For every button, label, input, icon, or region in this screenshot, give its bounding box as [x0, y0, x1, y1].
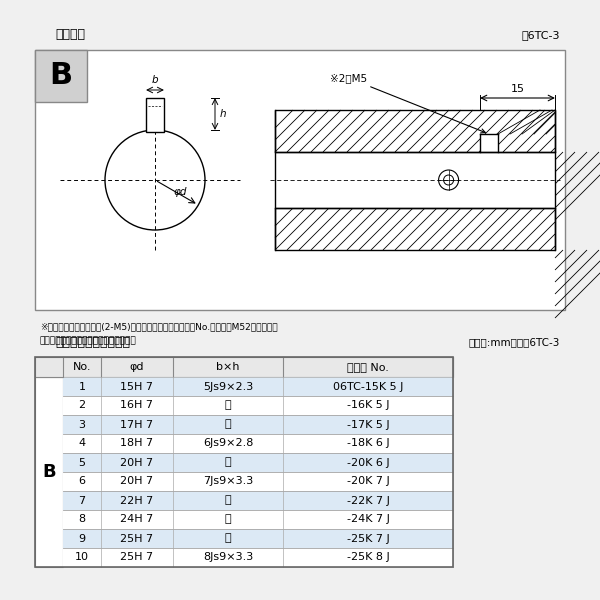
Text: 5Js9×2.3: 5Js9×2.3 [203, 382, 253, 391]
Bar [35, 50, 87, 102]
Text: 3: 3 [79, 419, 86, 430]
Bar [63, 510, 453, 529]
Bar [35, 357, 453, 567]
Text: 22H 7: 22H 7 [121, 496, 154, 505]
Text: 10: 10 [75, 553, 89, 563]
Text: φd: φd [130, 362, 144, 372]
Bar [275, 152, 555, 208]
Bar [480, 134, 498, 152]
Text: 1: 1 [79, 382, 86, 391]
Text: -16K 5 J: -16K 5 J [347, 401, 389, 410]
Bar [63, 434, 453, 453]
Text: 8Js9×3.3: 8Js9×3.3 [203, 553, 253, 563]
Bar [63, 548, 453, 567]
Text: b: b [152, 75, 158, 85]
Text: h: h [220, 109, 227, 119]
Bar [63, 529, 453, 548]
Text: B: B [42, 463, 56, 481]
Bar [63, 396, 453, 415]
Text: 〃: 〃 [224, 514, 232, 524]
Text: 25H 7: 25H 7 [121, 553, 154, 563]
Text: -18K 6 J: -18K 6 J [347, 439, 389, 449]
Text: 25H 7: 25H 7 [121, 533, 154, 544]
Bar [146, 98, 164, 132]
Text: 図6TC-3: 図6TC-3 [521, 30, 560, 40]
Bar [275, 110, 555, 152]
Text: 5: 5 [79, 457, 86, 467]
Text: 軸穴形状: 軸穴形状 [55, 28, 85, 41]
Text: 〃: 〃 [224, 401, 232, 410]
Text: 〃: 〃 [224, 457, 232, 467]
Text: （セットボルトは付属されています。）: （セットボルトは付属されています。） [40, 336, 137, 345]
Text: （単位:mm）　表6TC-3: （単位:mm） 表6TC-3 [469, 337, 560, 347]
Text: -20K 6 J: -20K 6 J [347, 457, 389, 467]
Text: 〃: 〃 [224, 496, 232, 505]
Bar [275, 208, 555, 250]
Text: No.: No. [73, 362, 91, 372]
Bar [63, 453, 453, 472]
Bar [63, 415, 453, 434]
Text: 20H 7: 20H 7 [121, 457, 154, 467]
Text: 6: 6 [79, 476, 86, 487]
Bar [63, 472, 453, 491]
Bar [63, 491, 453, 510]
Bar [35, 377, 63, 567]
Text: 9: 9 [79, 533, 86, 544]
Bar [275, 208, 555, 250]
Text: -17K 5 J: -17K 5 J [347, 419, 389, 430]
Text: φd: φd [173, 187, 187, 197]
Bar [35, 357, 453, 377]
Text: 7Js9×3.3: 7Js9×3.3 [203, 476, 253, 487]
Text: 2: 2 [79, 401, 86, 410]
Text: 17H 7: 17H 7 [121, 419, 154, 430]
Bar [275, 110, 555, 152]
Text: -24K 7 J: -24K 7 J [347, 514, 389, 524]
Text: 7: 7 [79, 496, 86, 505]
Text: 18H 7: 18H 7 [121, 439, 154, 449]
Text: 20H 7: 20H 7 [121, 476, 154, 487]
Text: ※2－M5: ※2－M5 [330, 73, 485, 133]
Text: B: B [49, 61, 73, 91]
Text: 06TC-15K 5 J: 06TC-15K 5 J [333, 382, 403, 391]
Text: -25K 8 J: -25K 8 J [347, 553, 389, 563]
Text: 〃: 〃 [224, 419, 232, 430]
Text: 6Js9×2.8: 6Js9×2.8 [203, 439, 253, 449]
Bar [35, 50, 565, 310]
Text: 〃: 〃 [224, 533, 232, 544]
Text: コード No.: コード No. [347, 362, 389, 372]
Text: -20K 7 J: -20K 7 J [347, 476, 389, 487]
Text: 24H 7: 24H 7 [121, 514, 154, 524]
Text: -22K 7 J: -22K 7 J [347, 496, 389, 505]
Text: -25K 7 J: -25K 7 J [347, 533, 389, 544]
Text: 16H 7: 16H 7 [121, 401, 154, 410]
Text: b×h: b×h [216, 362, 240, 372]
Text: 8: 8 [79, 514, 86, 524]
Text: 4: 4 [79, 439, 86, 449]
Bar [63, 377, 453, 396]
Text: 15H 7: 15H 7 [121, 382, 154, 391]
Text: ※セットボルト用タップ(2-M5)が必要な場合は右記コードNo.の末尾にM52を付ける。: ※セットボルト用タップ(2-M5)が必要な場合は右記コードNo.の末尾にM52を… [40, 322, 278, 331]
Text: 15: 15 [511, 84, 524, 94]
Text: 軸穴形状コード一覧表: 軸穴形状コード一覧表 [55, 335, 130, 349]
